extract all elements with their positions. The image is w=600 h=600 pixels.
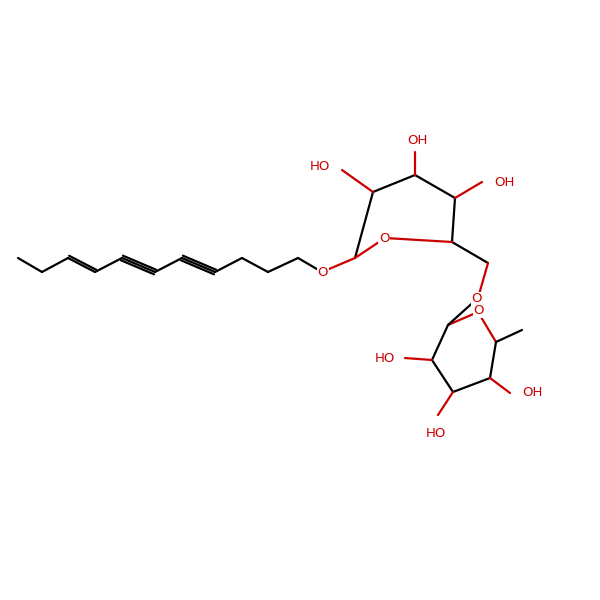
Text: OH: OH [407, 134, 427, 147]
Text: HO: HO [310, 160, 330, 173]
Text: O: O [472, 292, 482, 305]
Text: HO: HO [426, 427, 446, 440]
Text: HO: HO [374, 352, 395, 364]
Text: OH: OH [522, 386, 542, 400]
Text: OH: OH [494, 175, 514, 188]
Text: O: O [318, 266, 328, 280]
Text: O: O [474, 304, 484, 317]
Text: O: O [379, 232, 389, 245]
